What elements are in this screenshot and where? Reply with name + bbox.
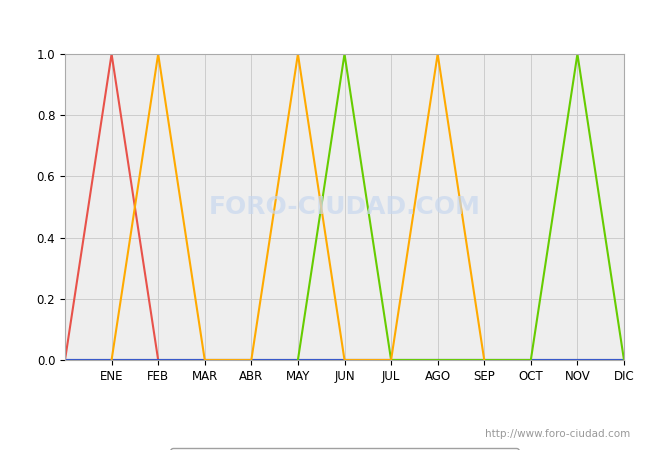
Legend: 2024, 2023, 2022, 2021, 2020: 2024, 2023, 2022, 2021, 2020 bbox=[170, 448, 519, 450]
Text: FORO-CIUDAD.COM: FORO-CIUDAD.COM bbox=[209, 195, 480, 219]
Text: Matriculaciones de Vehiculos en Haza: Matriculaciones de Vehiculos en Haza bbox=[168, 8, 482, 26]
Text: http://www.foro-ciudad.com: http://www.foro-ciudad.com bbox=[486, 429, 630, 439]
